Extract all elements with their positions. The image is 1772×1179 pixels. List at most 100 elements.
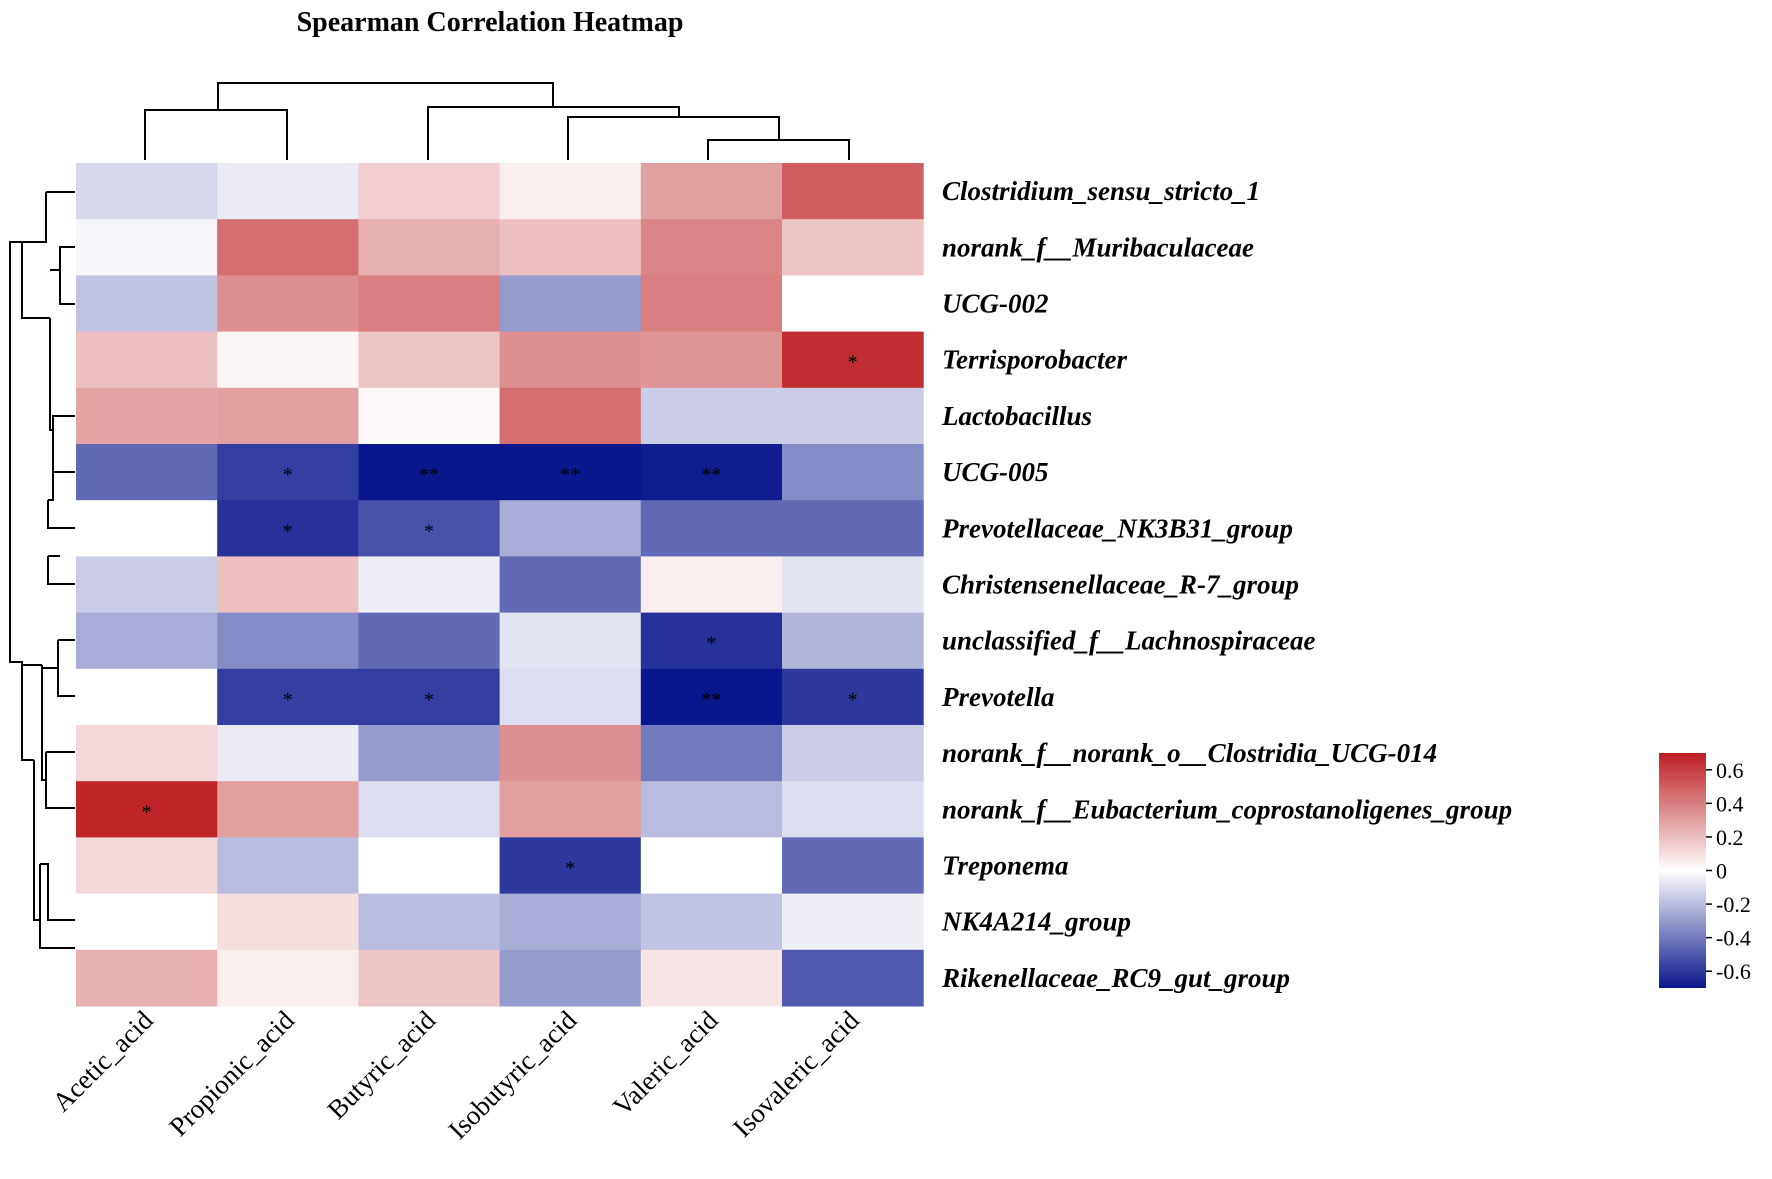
heatmap-cell [217, 612, 359, 670]
row-label: Prevotella [941, 682, 1054, 712]
heatmap-cell [76, 219, 218, 276]
heatmap-cell [782, 893, 924, 951]
row-label: Clostridium_sensu_stricto_1 [942, 176, 1260, 206]
heatmap-cell [358, 781, 501, 838]
row-label: Lactobacillus [941, 401, 1092, 431]
color-legend-tick-label: -0.6 [1716, 959, 1751, 984]
significance-mark: ** [701, 464, 721, 486]
heatmap-cell [358, 725, 501, 782]
heatmap-cell [217, 387, 359, 445]
heatmap-cell [499, 275, 642, 333]
heatmap-cell [640, 612, 783, 670]
heatmap-cell [640, 949, 783, 1007]
heatmap-cell [499, 444, 642, 501]
heatmap-cell [782, 781, 924, 838]
heatmap-cell [640, 725, 783, 782]
heatmap-cell [499, 893, 642, 951]
heatmap-cell [782, 163, 924, 220]
significance-mark: * [848, 689, 858, 711]
heatmap-cell [640, 556, 783, 614]
row-labels: Clostridium_sensu_stricto_1 norank_f__Mur… [941, 176, 1512, 993]
heatmap-cell [499, 725, 642, 782]
significance-mark: * [424, 689, 434, 711]
heatmap-cell [217, 893, 359, 951]
heatmap-cell [499, 949, 642, 1007]
heatmap-cell [358, 500, 501, 557]
heatmap-cell [217, 556, 359, 614]
color-legend-tick-label: -0.2 [1716, 892, 1751, 917]
significance-mark: ** [701, 689, 721, 711]
heatmap-cell [358, 612, 501, 670]
heatmap-cell [782, 556, 924, 614]
heatmap-cell [358, 893, 501, 951]
heatmap-cell [76, 668, 218, 726]
heatmap-cell [76, 163, 218, 220]
heatmap-cell [640, 500, 783, 557]
column-label: Isobutyric_acid [442, 1005, 582, 1145]
heatmap-cell [499, 500, 642, 557]
significance-mark: * [848, 352, 858, 374]
heatmap-cell [782, 387, 924, 445]
heatmap-cell [217, 949, 359, 1007]
heatmap-cells [76, 163, 924, 1007]
heatmap-cell [217, 275, 359, 333]
color-legend: 0.6 0.4 0.2 0 -0.2 -0.4 -0.6 [1659, 753, 1751, 988]
color-legend-tick-label: 0 [1716, 859, 1727, 884]
significance-mark: * [283, 520, 293, 542]
heatmap-cell [217, 331, 359, 389]
heatmap-cell [358, 387, 501, 445]
heatmap-cell [782, 275, 924, 333]
heatmap-cell [217, 219, 359, 276]
heatmap-cell [499, 837, 642, 895]
color-legend-tick-label: 0.6 [1716, 758, 1744, 783]
heatmap-cell [782, 444, 924, 501]
column-label: Valeric_acid [607, 1005, 724, 1122]
row-label: Christensenellaceae_R-7_group [942, 570, 1299, 600]
significance-marks: ** ** ** *** *** * ** *** [142, 352, 858, 880]
heatmap-cell [640, 837, 783, 895]
row-label: UCG-005 [942, 457, 1049, 487]
heatmap-cell [76, 837, 218, 895]
heatmap-cell [640, 893, 783, 951]
heatmap-cell [76, 781, 218, 838]
heatmap-cell [782, 668, 924, 726]
heatmap-cell [499, 331, 642, 389]
heatmap-cell [358, 949, 501, 1007]
heatmap-cell [358, 163, 501, 220]
color-legend-tick-label: -0.4 [1716, 926, 1751, 951]
significance-mark: * [283, 689, 293, 711]
significance-mark: * [142, 801, 152, 823]
heatmap-cell [640, 781, 783, 838]
significance-mark: * [424, 520, 434, 542]
heatmap-cell [782, 500, 924, 557]
heatmap-cell [217, 725, 359, 782]
column-labels: Acetic_acid Propionic_acid Butyric_acid Iso… [46, 1005, 865, 1145]
heatmap-cell [640, 331, 783, 389]
heatmap-cell [76, 500, 218, 557]
heatmap-cell [499, 612, 642, 670]
heatmap-cell [358, 219, 501, 276]
heatmap-cell [782, 949, 924, 1007]
row-label: UCG-002 [942, 289, 1049, 319]
significance-mark: * [283, 464, 293, 486]
heatmap-cell [76, 444, 218, 501]
heatmap-cell [499, 781, 642, 838]
column-label: Isovaleric_acid [727, 1005, 865, 1143]
heatmap-cell [358, 275, 501, 333]
heatmap-cell [640, 275, 783, 333]
significance-mark: * [565, 858, 575, 880]
heatmap-cell [358, 668, 501, 726]
significance-mark: ** [560, 464, 580, 486]
row-label: Treponema [942, 851, 1068, 881]
color-legend-tick-label: 0.4 [1716, 791, 1744, 816]
row-label: Prevotellaceae_NK3B31_group [941, 513, 1293, 543]
heatmap-cell [499, 556, 642, 614]
heatmap-cell [76, 387, 218, 445]
heatmap-cell [358, 556, 501, 614]
heatmap-cell [782, 219, 924, 276]
heatmap-cell [640, 163, 783, 220]
color-legend-bar [1659, 753, 1706, 988]
heatmap-cell [76, 275, 218, 333]
significance-mark: * [706, 633, 716, 655]
